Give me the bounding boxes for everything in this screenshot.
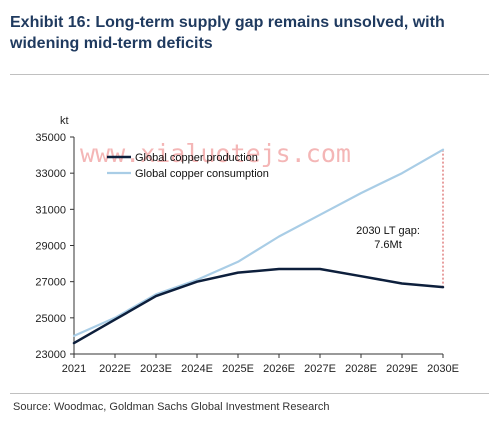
x-tick-label: 2021 (62, 363, 86, 375)
legend-label: Global copper production (135, 152, 258, 164)
gap-annotation: 2030 LT gap: 7.6Mt (356, 149, 444, 288)
x-tick-label: 2030E (427, 363, 459, 375)
title-divider (10, 74, 489, 75)
source-note: Source: Woodmac, Goldman Sachs Global In… (13, 401, 330, 413)
x-tick-label: 2025E (222, 363, 254, 375)
y-tick-label: 31000 (35, 204, 66, 216)
y-tick-label: 23000 (35, 349, 66, 361)
chart-title: Exhibit 16: Long-term supply gap remains… (10, 14, 445, 52)
x-tick-label: 2027E (304, 363, 336, 375)
y-axis-label: kt (60, 115, 69, 127)
watermark-text: www.xialuotejs.com (80, 139, 351, 168)
source-divider (10, 393, 489, 394)
x-tick-label: 2024E (181, 363, 213, 375)
y-tick-label: 33000 (35, 168, 66, 180)
gap-annotation-text: 7.6Mt (374, 239, 402, 251)
x-tick-label: 2022E (99, 363, 131, 375)
series-line-consumption (72, 148, 445, 337)
line-chart: kt 23000 25000 27000 29000 31000 33000 35000 2… (35, 115, 459, 375)
x-tick-label: 2023E (140, 363, 172, 375)
x-tick-label: 2029E (386, 363, 418, 375)
y-tick-label: 25000 (35, 313, 66, 325)
x-tick-label: 2028E (345, 363, 377, 375)
y-axis-ticks: 23000 25000 27000 29000 31000 33000 35000 (35, 132, 74, 361)
x-axis-ticks: 2021 2022E 2023E 2024E 2025E 2026E 2027E 2028E 2… (62, 354, 459, 375)
series-line-production (72, 267, 445, 345)
y-tick-label: 35000 (35, 132, 66, 144)
x-tick-label: 2026E (263, 363, 295, 375)
gap-annotation-text: 2030 LT gap: (356, 225, 420, 237)
chart-series (72, 148, 445, 345)
y-tick-label: 29000 (35, 241, 66, 253)
chart-legend: Global copper production Global copper co… (107, 152, 269, 180)
y-tick-label: 27000 (35, 277, 66, 289)
legend-label: Global copper consumption (135, 168, 269, 180)
